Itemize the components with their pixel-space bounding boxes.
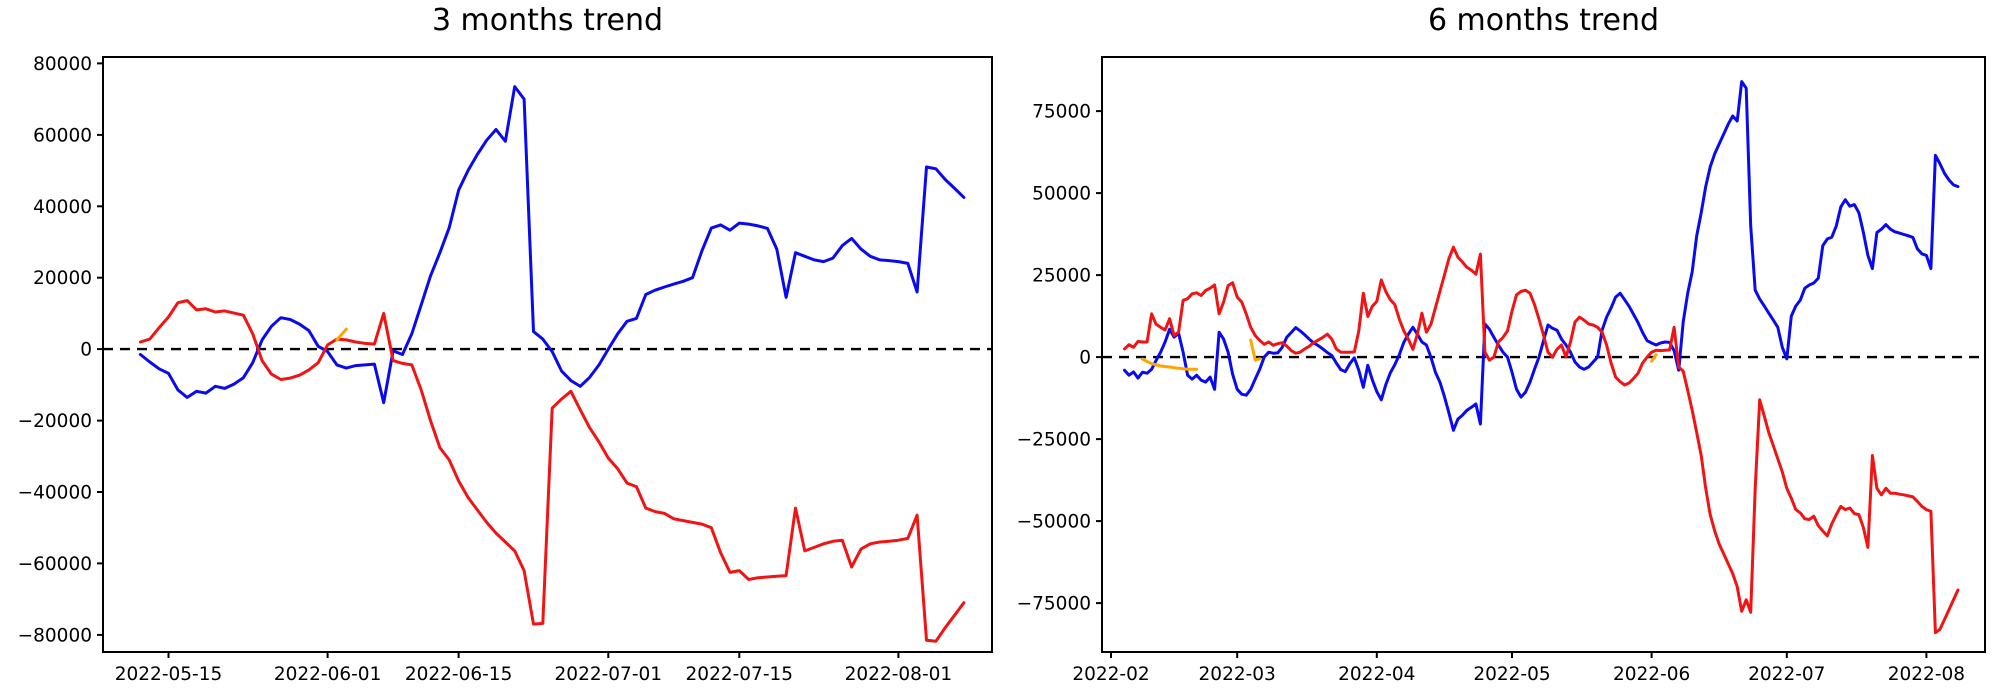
x-tick-label: 2022-05 (1473, 664, 1550, 685)
y-tick-label: −25000 (1017, 430, 1091, 451)
series-line-orange-segment-1 (1141, 357, 1199, 371)
x-tick-label: 2022-08 (1888, 664, 1965, 685)
y-tick-label: 25000 (1032, 266, 1091, 287)
y-tick-label: −20000 (18, 411, 92, 432)
series-line-red (1123, 245, 1960, 635)
y-tick-label: 80000 (33, 54, 92, 75)
y-tick-label: 40000 (33, 197, 92, 218)
y-tick-label: −75000 (1017, 594, 1091, 615)
y-tick-label: −60000 (18, 554, 92, 575)
axes-box (1101, 56, 1986, 653)
x-tick-label: 2022-04 (1338, 664, 1415, 685)
x-tick-label: 2022-08-01 (845, 664, 953, 685)
series-line-red (138, 299, 966, 643)
series-line-orange-segment-1 (335, 327, 348, 342)
x-tick-label: 2022-06-01 (274, 664, 382, 685)
x-tick-label: 2022-05-15 (115, 664, 223, 685)
y-tick-label: −80000 (18, 625, 92, 646)
y-tick-label: 50000 (1032, 184, 1091, 205)
x-tick-label: 2022-02 (1072, 664, 1149, 685)
y-tick-label: 20000 (33, 268, 92, 289)
series-line-blue (1123, 80, 1960, 432)
axes-box (102, 56, 993, 653)
series-line-blue (138, 85, 966, 405)
y-tick-label: −40000 (18, 483, 92, 504)
y-tick-label: 60000 (33, 125, 92, 146)
y-tick-label: −50000 (1017, 512, 1091, 533)
x-tick-label: 2022-03 (1199, 664, 1276, 685)
chart-title-3-months: 3 months trend (431, 3, 664, 38)
x-tick-label: 2022-06-15 (405, 664, 513, 685)
chart-title-6-months: 6 months trend (1427, 3, 1660, 38)
series-line-orange-segment-3 (1650, 353, 1658, 363)
x-tick-label: 2022-06 (1613, 664, 1690, 685)
series-line-orange-segment-2 (1249, 338, 1262, 362)
y-tick-label: 0 (80, 340, 92, 361)
x-tick-label: 2022-07 (1748, 664, 1825, 685)
y-tick-label: 75000 (1032, 102, 1091, 123)
x-tick-label: 2022-07-15 (686, 664, 794, 685)
x-tick-label: 2022-07-01 (555, 664, 663, 685)
y-tick-label: 0 (1079, 348, 1091, 369)
